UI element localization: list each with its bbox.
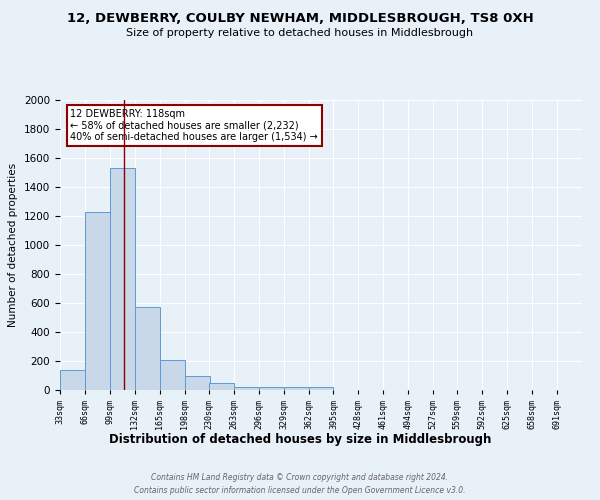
Text: Contains public sector information licensed under the Open Government Licence v3: Contains public sector information licen… — [134, 486, 466, 495]
Text: 12, DEWBERRY, COULBY NEWHAM, MIDDLESBROUGH, TS8 0XH: 12, DEWBERRY, COULBY NEWHAM, MIDDLESBROU… — [67, 12, 533, 26]
Y-axis label: Number of detached properties: Number of detached properties — [8, 163, 19, 327]
Bar — [308, 387, 334, 390]
Text: Size of property relative to detached houses in Middlesbrough: Size of property relative to detached ho… — [127, 28, 473, 38]
Text: Distribution of detached houses by size in Middlesbrough: Distribution of detached houses by size … — [109, 432, 491, 446]
Bar — [110, 168, 135, 390]
Bar — [135, 308, 160, 390]
Text: Contains HM Land Registry data © Crown copyright and database right 2024.: Contains HM Land Registry data © Crown c… — [151, 472, 449, 482]
Bar — [259, 387, 284, 390]
Bar — [284, 387, 308, 390]
Text: 12 DEWBERRY: 118sqm
← 58% of detached houses are smaller (2,232)
40% of semi-det: 12 DEWBERRY: 118sqm ← 58% of detached ho… — [70, 108, 318, 142]
Bar — [209, 383, 234, 390]
Bar — [234, 387, 259, 390]
Bar — [60, 370, 85, 390]
Bar — [185, 376, 209, 390]
Bar — [85, 212, 110, 390]
Bar — [160, 360, 185, 390]
